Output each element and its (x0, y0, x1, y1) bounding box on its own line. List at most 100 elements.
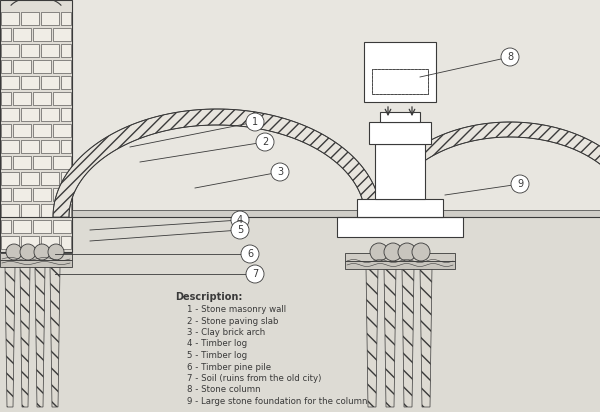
Bar (1, 76, 19, 89)
Bar (21, 140, 39, 153)
Bar (1, 220, 11, 233)
Bar (375, 144, 425, 199)
Bar (1, 60, 11, 73)
Bar (53, 28, 71, 41)
Bar (1, 172, 19, 185)
Text: 6: 6 (247, 249, 253, 259)
Bar (41, 236, 59, 249)
Circle shape (511, 175, 529, 193)
Polygon shape (366, 267, 378, 407)
Bar (0, 253, 72, 260)
Text: 7 - Soil (ruins from the old city): 7 - Soil (ruins from the old city) (187, 374, 322, 383)
Bar (21, 204, 39, 217)
Bar (1, 108, 19, 121)
Circle shape (6, 244, 22, 260)
Bar (53, 188, 71, 201)
Polygon shape (20, 267, 30, 407)
Bar (1, 28, 11, 41)
Text: 3: 3 (277, 167, 283, 177)
Bar (345, 261, 455, 269)
Bar (438, 210, 600, 217)
Bar (13, 156, 31, 169)
Polygon shape (53, 109, 381, 217)
Circle shape (246, 265, 264, 283)
Bar (364, 42, 436, 102)
Bar (372, 69, 428, 94)
Circle shape (412, 243, 430, 261)
Circle shape (20, 244, 36, 260)
Bar (53, 60, 71, 73)
Bar (61, 108, 71, 121)
Polygon shape (384, 267, 396, 407)
Text: 1 - Stone masonry wall: 1 - Stone masonry wall (187, 305, 286, 314)
Text: 5 - Timber log: 5 - Timber log (187, 351, 247, 360)
Bar (0, 0, 72, 252)
Bar (33, 220, 51, 233)
Polygon shape (402, 267, 414, 407)
Bar (53, 92, 71, 105)
Bar (13, 28, 31, 41)
Text: 9 - Large stone foundation for the column: 9 - Large stone foundation for the colum… (187, 397, 367, 406)
Bar (61, 204, 71, 217)
Circle shape (241, 245, 259, 263)
Bar (372, 69, 428, 94)
Bar (1, 124, 11, 137)
Bar (345, 253, 455, 261)
Bar (21, 44, 39, 57)
Polygon shape (50, 267, 60, 407)
Polygon shape (375, 122, 600, 217)
Text: 2 - Stone paving slab: 2 - Stone paving slab (187, 316, 278, 325)
Polygon shape (5, 267, 15, 407)
Bar (13, 220, 31, 233)
Bar (41, 204, 59, 217)
Bar (0, 217, 600, 412)
Bar (33, 28, 51, 41)
Polygon shape (35, 267, 45, 407)
Bar (1, 140, 19, 153)
Bar (21, 172, 39, 185)
Circle shape (231, 221, 249, 239)
Bar (53, 220, 71, 233)
Bar (33, 124, 51, 137)
Circle shape (256, 133, 274, 151)
Bar (33, 188, 51, 201)
Polygon shape (420, 267, 432, 407)
Bar (72, 210, 362, 217)
Text: Description:: Description: (175, 292, 242, 302)
Bar (21, 12, 39, 25)
Text: 7: 7 (252, 269, 258, 279)
Bar (0, 260, 72, 267)
Text: 4: 4 (237, 215, 243, 225)
Bar (1, 92, 11, 105)
Bar (41, 140, 59, 153)
Bar (41, 76, 59, 89)
Bar (61, 44, 71, 57)
Circle shape (501, 48, 519, 66)
Circle shape (398, 243, 416, 261)
Bar (21, 76, 39, 89)
Circle shape (370, 243, 388, 261)
Bar (61, 172, 71, 185)
Bar (13, 92, 31, 105)
Bar (61, 236, 71, 249)
Text: 5: 5 (237, 225, 243, 235)
Bar (21, 108, 39, 121)
Circle shape (231, 211, 249, 229)
Text: 3 - Clay brick arch: 3 - Clay brick arch (187, 328, 265, 337)
Text: 6 - Timber pine pile: 6 - Timber pine pile (187, 363, 271, 372)
Text: 4 - Timber log: 4 - Timber log (187, 339, 247, 349)
Text: 8: 8 (507, 52, 513, 62)
Bar (53, 156, 71, 169)
Bar (337, 217, 463, 237)
Bar (41, 44, 59, 57)
Bar (1, 204, 19, 217)
Circle shape (246, 113, 264, 131)
Text: 1: 1 (252, 117, 258, 127)
Bar (357, 199, 443, 217)
Bar (380, 112, 420, 122)
Bar (1, 236, 19, 249)
Bar (1, 44, 19, 57)
Bar (41, 12, 59, 25)
Text: 8 - Stone column: 8 - Stone column (187, 386, 260, 395)
Bar (61, 140, 71, 153)
